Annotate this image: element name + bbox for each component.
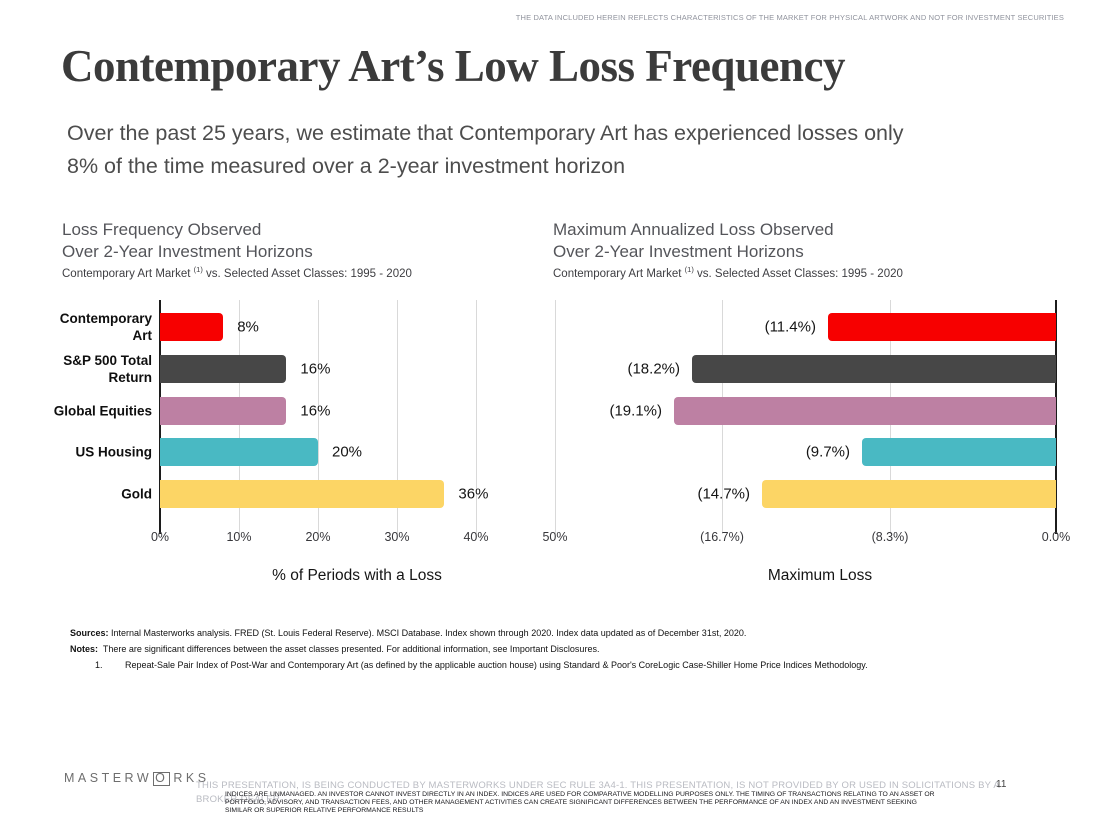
logo-boxed-o: O [153,771,171,786]
bar-value-label: (9.7%) [805,443,850,461]
bar [160,396,287,425]
x-tick-label: (8.3%) [871,530,909,544]
x-axis-title: Maximum Loss [767,567,873,584]
top-disclaimer: THE DATA INCLUDED HEREIN REFLECTS CHARAC… [515,13,1064,22]
footnote-1: 1. Repeat-Sale Pair Index of Post-War an… [95,660,868,670]
category-label: Contemporary Art [59,311,152,343]
bar-value-label: (14.7%) [697,485,750,503]
right-chart-title-line1: Maximum Annualized Loss Observed [553,220,834,239]
x-tick-label: 50% [542,530,568,544]
bar [160,354,287,383]
x-tick-label: 40% [463,530,489,544]
bar-value-label: (19.1%) [609,402,662,419]
x-tick-label: 30% [384,530,410,544]
fine-print-line: INDICES ARE UNMANAGED. AN INVESTOR CANNO… [225,791,935,798]
bar-value-label: 16% [300,360,331,378]
page-number: 11 [996,779,1007,790]
footnote-marker: (1) [684,265,694,274]
x-gridline [397,300,398,534]
bar-value-label: 20% [332,443,363,461]
page-title: Contemporary Art’s Low Loss Frequency [61,41,845,91]
bar [692,354,1056,383]
bar-value-label: 8% [237,318,259,336]
bar [160,480,445,508]
bar [828,313,1056,341]
x-gridline [476,300,477,534]
x-tick-label: (16.7%) [700,530,744,544]
notes-line: Notes: There are significant differences… [70,644,600,654]
bar [160,313,224,341]
sources-notes-block: Sources: Internal Masterworks analysis. … [70,625,868,673]
right-chart-header: Maximum Annualized Loss Observed Over 2-… [553,219,903,280]
sources-line: Sources: Internal Masterworks analysis. … [70,628,747,638]
bar [674,396,1056,425]
left-chart-header: Loss Frequency Observed Over 2-Year Inve… [62,219,412,280]
bar-value-label: (11.4%) [764,318,816,336]
left-chart-title-line2: Over 2-Year Investment Horizons [62,242,313,261]
category-label: Global Equities [53,403,152,418]
right-chart-title-line2: Over 2-Year Investment Horizons [553,242,804,261]
bar-value-label: 36% [458,485,489,503]
page-subtitle: Over the past 25 years, we estimate that… [67,121,904,178]
right-chart-subtitle: Contemporary Art Market (1) vs. Selected… [553,265,903,280]
bar [762,480,1056,508]
bar-value-label: (18.2%) [627,360,680,378]
x-axis-title: % of Periods with a Loss [272,567,442,584]
x-tick-label: 20% [305,530,331,544]
category-label: Gold [121,486,152,502]
category-label: US Housing [75,444,153,460]
footnote-marker: (1) [193,265,203,274]
bar-value-label: 16% [300,402,331,419]
category-label: S&P 500 Total Return [63,352,152,385]
footer-disclaimer-gray: THIS PRESENTATION, IS BEING CONDUCTED BY… [196,780,1000,805]
fine-print-line: PORTFOLIO, ADVISORY, AND TRANSACTION FEE… [225,799,917,807]
masterworks-logo: MASTERW O RKS [64,771,210,786]
left-chart-title-line1: Loss Frequency Observed [62,220,262,239]
x-axis-line [1055,300,1057,534]
x-gridline [318,300,319,534]
x-tick-label: 10% [226,530,252,544]
left-chart-subtitle: Contemporary Art Market (1) vs. Selected… [62,265,412,280]
x-tick-label: 0.0% [1041,530,1071,544]
bar [862,438,1056,467]
footer-fine-print: INDICES ARE UNMANAGED. AN INVESTOR CANNO… [225,791,935,816]
x-gridline [555,300,556,534]
bar [160,438,318,467]
x-tick-label: 0% [150,530,170,544]
fine-print-line: SIMILAR OR SUPERIOR RELATIVE PERFORMANCE… [225,807,424,815]
